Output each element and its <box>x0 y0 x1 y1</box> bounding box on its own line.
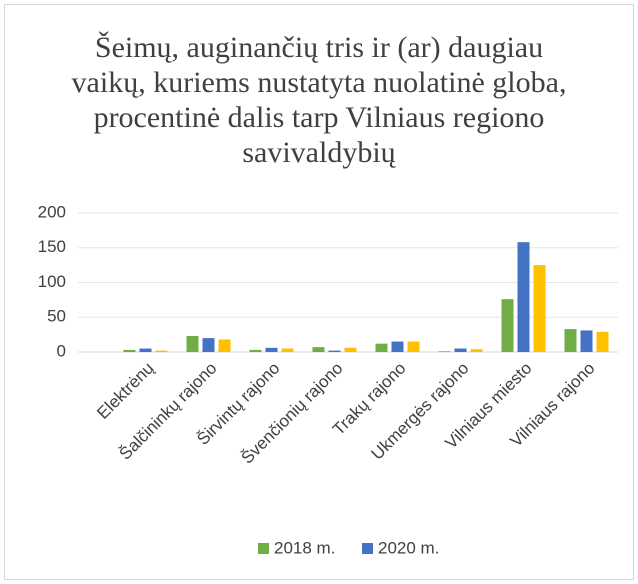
legend-label: 2020 m. <box>378 538 439 557</box>
legend-swatch <box>362 543 373 554</box>
y-tick-label: 150 <box>38 237 66 256</box>
bar <box>265 347 278 352</box>
bar <box>202 338 215 352</box>
bar <box>328 350 341 352</box>
bar <box>470 349 483 352</box>
bar <box>155 350 168 352</box>
bar <box>517 242 530 352</box>
bar <box>596 331 609 352</box>
chart-border <box>4 4 634 580</box>
bar <box>454 348 467 352</box>
bar <box>501 299 514 352</box>
legend-label: 2018 m. <box>274 538 335 557</box>
bar <box>281 348 294 352</box>
y-tick-label: 200 <box>38 202 66 221</box>
bar <box>533 265 546 352</box>
legend-swatch <box>258 543 269 554</box>
bar <box>249 349 262 352</box>
y-tick-label: 50 <box>47 307 66 326</box>
bar <box>407 341 420 352</box>
bar <box>312 347 325 352</box>
bar <box>218 339 231 352</box>
bar <box>375 343 388 352</box>
x-tick-label: Elektrėnų <box>93 359 157 423</box>
bar <box>438 351 451 352</box>
bar <box>123 349 136 352</box>
bar <box>186 336 199 352</box>
chart-title: Šeimų, auginančių tris ir (ar) daugiau v… <box>71 31 567 169</box>
bar <box>344 347 357 352</box>
bar <box>564 329 577 352</box>
bar <box>580 330 593 352</box>
bar <box>391 341 404 352</box>
bar <box>139 348 152 352</box>
y-tick-label: 100 <box>38 272 66 291</box>
y-tick-label: 0 <box>57 341 66 360</box>
